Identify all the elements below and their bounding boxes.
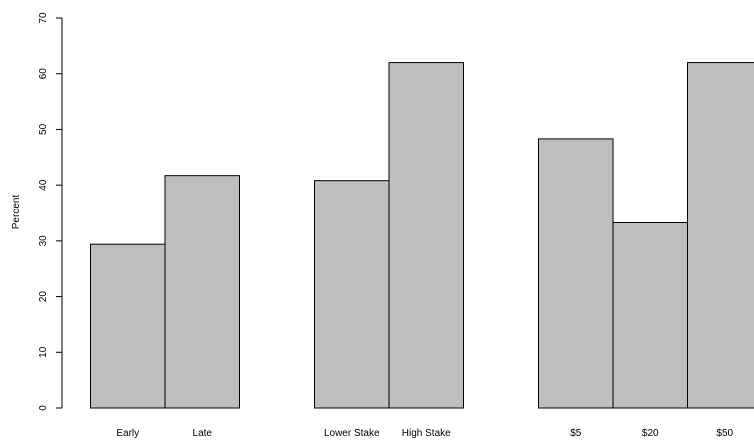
category-label: $50 — [716, 428, 733, 439]
category-label: $5 — [570, 428, 582, 439]
y-tick-label: 10 — [38, 346, 49, 358]
y-tick-label: 0 — [38, 405, 49, 411]
y-axis: 0 10 20 30 40 50 60 70 — [38, 12, 63, 411]
category-label: Lower Stake — [324, 428, 380, 439]
y-tick-label: 40 — [38, 179, 49, 191]
category-label: Early — [116, 428, 139, 439]
category-label: High Stake — [402, 428, 451, 439]
y-tick-label: 50 — [38, 123, 49, 135]
category-labels: Early Late Lower Stake High Stake $5 $20 $50 — [116, 428, 733, 439]
y-tick-label: 60 — [38, 68, 49, 80]
bar — [388, 62, 464, 409]
bar — [612, 221, 688, 409]
category-label: Late — [193, 428, 213, 439]
bar — [687, 62, 754, 409]
bar — [538, 138, 614, 409]
category-label: $20 — [642, 428, 659, 439]
bar — [314, 180, 390, 409]
bar — [164, 175, 240, 409]
bar — [90, 243, 166, 409]
bars — [90, 62, 754, 409]
y-tick-label: 30 — [38, 235, 49, 247]
y-tick-label: 70 — [38, 12, 49, 24]
y-axis-title: Percent — [11, 195, 22, 230]
y-tick-label: 20 — [38, 291, 49, 303]
